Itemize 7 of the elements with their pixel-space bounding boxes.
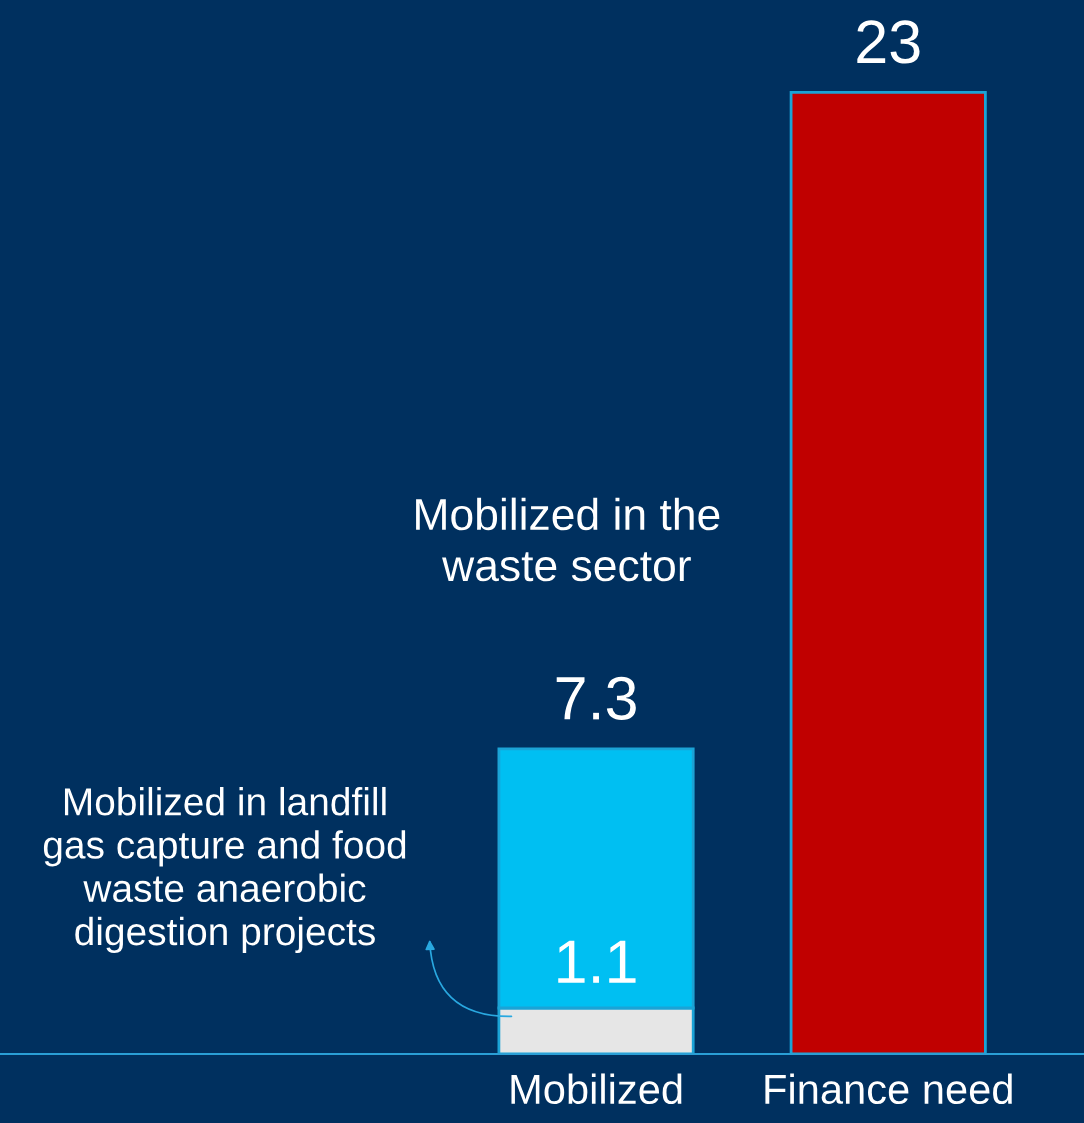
total-label: 23 xyxy=(857,20,920,64)
annotation: Mobilized in the waste sector xyxy=(416,497,720,582)
data-label: 1.1 xyxy=(558,940,636,983)
x-tick-label: Finance need xyxy=(765,1073,1012,1105)
text: Mobilized in landfill gas capture and food waste anaerobic digestion projects xyxy=(43,786,406,954)
total-label: 7.3 xyxy=(556,676,636,720)
x-tick-label: Mobilized xyxy=(511,1073,682,1105)
